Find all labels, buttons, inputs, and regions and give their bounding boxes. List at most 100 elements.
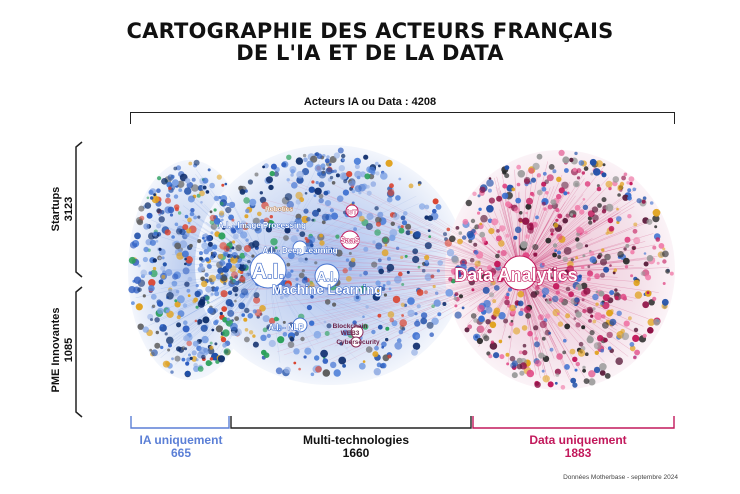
hub-ai: [249, 251, 287, 289]
data-only-node: [518, 217, 523, 223]
multi-tech-node: [345, 258, 350, 262]
data-only-node: [465, 199, 472, 207]
data-only-node: [555, 276, 561, 282]
multi-tech-node: [400, 255, 404, 260]
data-only-node: [605, 180, 613, 188]
data-only-node: [498, 240, 505, 247]
data-only-node: [552, 283, 560, 290]
ia-only-node: [201, 335, 209, 344]
bracket-multi-tech: [230, 416, 472, 429]
multi-tech-node: [375, 242, 383, 250]
data-only-node: [605, 231, 609, 235]
ia-only-node: [128, 256, 136, 264]
data-only-node: [480, 214, 488, 223]
data-only-node: [545, 191, 549, 195]
multi-tech-node: [306, 304, 312, 311]
data-only-node: [554, 368, 562, 375]
data-analytics-multi-edge: [424, 215, 521, 274]
data-only-node: [543, 207, 547, 211]
data-analytics-edge: [519, 272, 659, 293]
multi-tech-node: [392, 295, 401, 304]
ia-only-node: [148, 285, 155, 292]
data-only-node: [590, 172, 594, 176]
multi-tech-node: [401, 220, 408, 226]
data-only-node: [511, 372, 518, 379]
data-only-node: [488, 177, 492, 180]
data-only-node: [511, 187, 516, 192]
data-analytics-edge: [519, 257, 652, 274]
multi-tech-node: [375, 280, 381, 286]
multi-tech-node: [283, 292, 290, 298]
ia-only-node: [171, 280, 178, 287]
multi-tech-node: [259, 191, 263, 195]
data-only-title: Data uniquement: [529, 433, 627, 447]
multi-tech-node: [291, 182, 298, 189]
data-only-node: [541, 262, 545, 266]
ia-only-node: [159, 210, 165, 215]
ia-only-node: [188, 353, 191, 357]
multi-tech-node: [382, 284, 386, 287]
data-only-node: [576, 226, 583, 234]
multi-tech-node: [262, 327, 268, 333]
top-bracket: [130, 112, 675, 124]
ai-multi-edge: [267, 269, 410, 335]
data-analytics-edge: [519, 272, 546, 380]
data-only-node: [628, 176, 635, 183]
data-only-node: [504, 299, 510, 306]
data-only-node: [641, 199, 646, 204]
ia-only-node: [234, 293, 238, 297]
data-only-node: [592, 219, 596, 223]
multi-tech-node: [247, 313, 254, 319]
data-only-node: [628, 316, 632, 321]
ia-only-node: [168, 343, 172, 348]
multi-tech-node: [351, 201, 355, 205]
multi-tech-node: [384, 243, 388, 247]
multi-tech-node: [381, 345, 385, 349]
data-only-node: [513, 327, 521, 335]
data-only-node: [617, 251, 624, 258]
ia-only-node: [220, 290, 228, 298]
data-only-node: [583, 287, 591, 295]
multi-tech-node: [337, 147, 344, 154]
ia-only-node: [170, 370, 174, 374]
data-only-node: [595, 302, 599, 306]
data-only-node: [487, 329, 492, 334]
ia-only-node: [183, 335, 190, 342]
multi-tech-node: [283, 235, 289, 241]
multi-tech-node: [338, 356, 347, 365]
data-only-node: [574, 151, 578, 156]
data-only-node: [632, 187, 637, 192]
label-iot: IoT: [347, 209, 357, 216]
data-only-node: [541, 186, 547, 192]
data-only-node: [574, 182, 579, 187]
multi-tech-node: [339, 172, 348, 181]
data-only-node: [479, 222, 483, 226]
multi-tech-node: [375, 171, 380, 176]
multi-tech-node: [234, 299, 237, 303]
data-only-node: [458, 231, 463, 235]
multi-tech-node: [278, 208, 282, 212]
data-analytics-edge: [519, 242, 640, 274]
data-only-node: [548, 164, 555, 170]
data-only-node: [592, 319, 597, 324]
multi-tech-node: [269, 170, 275, 177]
data-only-node: [477, 211, 481, 215]
multi-tech-node: [442, 302, 447, 306]
data-only-node: [489, 342, 498, 350]
data-only-node: [601, 197, 607, 203]
hub-nlp: [292, 317, 308, 333]
multi-tech-node: [420, 312, 428, 319]
multi-tech-node: [382, 237, 388, 243]
multi-tech-node: [213, 217, 221, 225]
ia-only-node: [225, 206, 232, 214]
data-only-node: [553, 222, 559, 228]
ia-only-node: [162, 360, 170, 368]
ia-only-node: [202, 236, 205, 240]
data-only-node: [602, 321, 609, 329]
multi-tech-node: [260, 334, 267, 341]
multi-tech-node: [366, 212, 374, 221]
multi-tech-node: [293, 348, 300, 355]
multi-tech-node: [322, 369, 331, 377]
data-only-node: [577, 349, 586, 357]
data-only-node: [612, 176, 620, 183]
